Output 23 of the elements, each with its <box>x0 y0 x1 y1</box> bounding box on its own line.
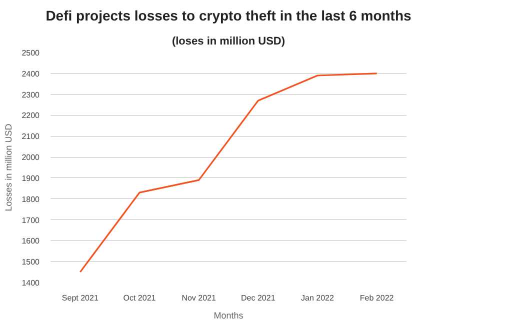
x-tick-label: Dec 2021 <box>241 294 276 302</box>
y-tick-label: 1600 <box>22 236 40 246</box>
x-axis-title: Months <box>214 310 244 320</box>
line-series <box>79 72 378 273</box>
x-tick-label: Feb 2022 <box>360 294 394 302</box>
y-tick-label: 2500 <box>22 48 40 58</box>
chart-title: Defi projects losses to crypto theft in the last 6 months <box>46 8 412 24</box>
x-tick-label: Oct 2021 <box>123 294 156 302</box>
y-tick-label: 1400 <box>22 278 40 288</box>
y-tick-label: 1500 <box>22 258 40 267</box>
y-tick-label: 1800 <box>22 194 40 204</box>
chart-subtitle: (loses in million USD) <box>172 36 286 48</box>
y-tick-label: 2400 <box>22 69 40 78</box>
y-tick-label: 2000 <box>22 153 40 162</box>
x-tick-label: Nov 2021 <box>182 294 217 302</box>
y-tick-label: 2100 <box>22 132 40 142</box>
x-tick-label: Sept 2021 <box>62 294 99 302</box>
y-axis-title: Losses in million USD <box>4 123 14 212</box>
y-tick-label: 2200 <box>22 111 40 120</box>
y-tick-label: 1700 <box>22 216 40 225</box>
x-tick-label: Jan 2022 <box>301 294 335 302</box>
y-tick-label: 1900 <box>22 174 40 183</box>
y-tick-label: 2300 <box>22 90 40 100</box>
